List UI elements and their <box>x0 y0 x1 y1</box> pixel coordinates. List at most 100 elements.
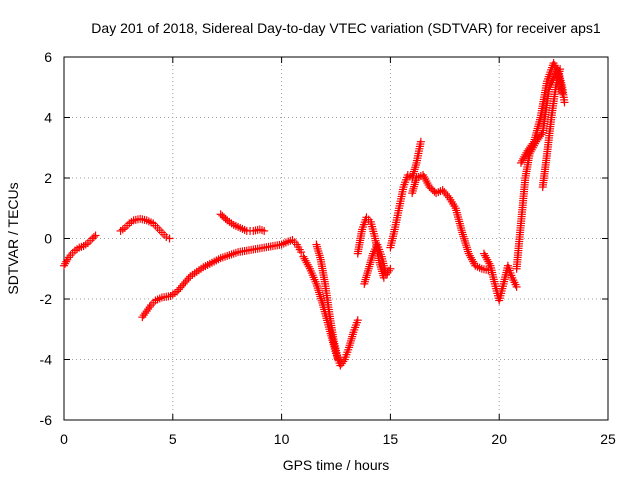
y-tick-label: -4 <box>40 352 53 368</box>
y-tick-labels: -6 -4 -2 0 2 4 6 <box>40 49 53 428</box>
data-point-marker <box>482 253 491 262</box>
data-point-marker <box>464 249 473 258</box>
data-point-marker <box>465 251 474 260</box>
data-point-marker <box>485 259 494 268</box>
data-point-marker <box>145 303 154 312</box>
data-point-marker <box>469 257 478 266</box>
data-point-marker <box>558 89 567 98</box>
data-point-marker <box>528 139 537 148</box>
data-point-marker <box>165 234 174 243</box>
data-point-marker <box>303 260 312 269</box>
data-point-marker <box>364 266 373 275</box>
x-tick-label: 15 <box>383 431 399 447</box>
data-point-marker <box>363 269 372 278</box>
data-point-marker <box>346 336 355 345</box>
data-point-marker <box>360 279 369 288</box>
data-point-marker <box>118 225 127 234</box>
data-point-marker <box>516 158 525 167</box>
data-point-marker <box>459 232 468 241</box>
data-point-marker <box>483 255 492 264</box>
data-point-marker <box>416 137 425 146</box>
x-axis-label: GPS time / hours <box>283 457 390 473</box>
chart-title: Day 201 of 2018, Sidereal Day-to-day VTE… <box>91 20 601 36</box>
data-point-marker <box>315 288 324 297</box>
data-points <box>60 59 569 370</box>
data-point-marker <box>366 258 375 267</box>
data-point-marker <box>411 161 420 170</box>
data-point-marker <box>460 234 469 243</box>
data-point-marker <box>313 244 322 253</box>
y-axis-label: SDTVAR / TECUs <box>5 182 21 294</box>
x-tick-label: 25 <box>600 431 616 447</box>
data-point-marker <box>386 264 395 273</box>
data-point-marker <box>410 182 419 191</box>
data-point-marker <box>297 248 306 257</box>
data-point-marker <box>382 270 391 279</box>
data-point-marker <box>421 175 430 184</box>
data-point-marker <box>139 311 148 320</box>
data-point-marker <box>512 282 521 291</box>
x-tick-label: 5 <box>169 431 177 447</box>
grid-lines <box>64 57 608 420</box>
data-point-marker <box>362 273 371 282</box>
data-point-marker <box>462 243 471 252</box>
data-point-marker <box>408 189 417 198</box>
data-point-marker <box>155 294 164 303</box>
data-point-marker <box>384 266 393 275</box>
data-point-marker <box>361 275 370 284</box>
data-point-marker <box>362 271 371 280</box>
data-point-marker <box>443 191 452 200</box>
data-point-marker <box>348 332 357 341</box>
data-point-marker <box>423 179 432 188</box>
data-point-marker <box>336 361 345 370</box>
data-point-marker <box>337 359 346 368</box>
data-point-marker <box>521 150 530 159</box>
y-tick-label: -2 <box>40 291 53 307</box>
data-point-marker <box>138 313 147 322</box>
data-point-marker <box>461 239 470 248</box>
data-point-marker <box>62 257 71 266</box>
data-point-marker <box>315 290 324 299</box>
data-point-marker <box>61 259 70 268</box>
data-point-marker <box>519 154 528 163</box>
data-point-marker <box>410 165 419 174</box>
data-point-marker <box>520 152 529 161</box>
data-point-marker <box>346 339 355 348</box>
data-point-marker <box>468 255 476 264</box>
data-point-marker <box>475 263 484 272</box>
data-point-marker <box>89 232 98 241</box>
data-point-marker <box>367 256 376 265</box>
data-point-marker <box>556 65 565 74</box>
data-point-marker <box>301 256 310 265</box>
data-point-marker <box>313 242 322 251</box>
y-tick-label: -6 <box>40 412 53 428</box>
data-point-marker <box>537 130 546 139</box>
data-point-marker <box>300 254 309 263</box>
data-point-marker <box>466 253 475 262</box>
data-point-marker <box>360 277 369 286</box>
x-tick-label: 0 <box>60 431 68 447</box>
data-point-marker <box>458 230 467 239</box>
x-tick-label: 20 <box>491 431 507 447</box>
data-point-marker <box>314 247 323 256</box>
y-tick-label: 0 <box>44 231 52 247</box>
data-point-marker <box>364 264 373 273</box>
data-point-marker <box>314 249 323 258</box>
data-point-marker <box>141 309 150 318</box>
data-point-marker <box>479 249 488 258</box>
data-point-marker <box>422 177 431 186</box>
y-tick-label: 4 <box>44 110 52 126</box>
data-point-marker <box>258 226 267 235</box>
data-point-marker <box>560 98 569 107</box>
data-point-marker <box>339 357 348 366</box>
data-point-marker <box>481 251 490 260</box>
data-point-marker <box>419 170 428 179</box>
data-point-marker <box>302 258 311 267</box>
data-point-marker <box>462 241 471 250</box>
data-point-marker <box>365 262 374 271</box>
data-point-marker <box>460 236 469 245</box>
y-tick-label: 6 <box>44 49 52 65</box>
data-point-marker <box>408 186 417 195</box>
